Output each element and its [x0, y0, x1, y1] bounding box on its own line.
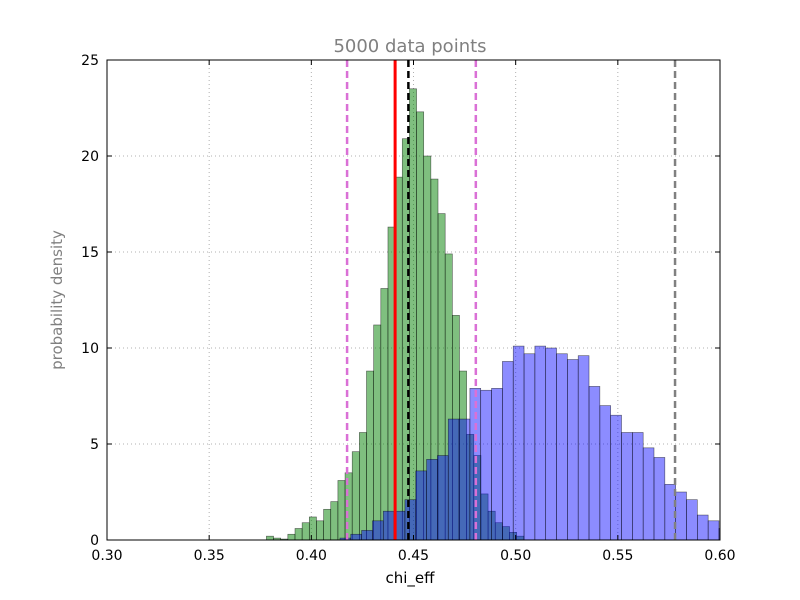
histogram-bar-series-2 — [491, 388, 503, 541]
histogram-bar-series-2 — [437, 455, 449, 541]
histogram-bar-series-2 — [545, 347, 557, 541]
histogram-bar-series-1 — [323, 508, 332, 541]
histogram-bar-series-1 — [330, 501, 339, 541]
histogram-bar-series-2 — [502, 361, 514, 541]
x-tick-label: 0.60 — [704, 548, 735, 564]
histogram-bar-series-2 — [415, 470, 427, 541]
histogram-bar-series-2 — [588, 386, 601, 541]
histogram-bar-series-1 — [266, 535, 274, 541]
x-tick-label: 0.55 — [602, 548, 633, 564]
histogram-bar-series-1 — [359, 432, 367, 541]
histogram-bar-series-2 — [556, 353, 568, 541]
histogram-bar-series-1 — [351, 451, 360, 541]
histogram-bar-series-1 — [380, 288, 389, 541]
x-tick-label: 0.40 — [296, 548, 327, 564]
histogram-bar-series-1 — [301, 522, 310, 541]
histogram-bar-series-2 — [534, 345, 547, 541]
y-tick-label: 25 — [81, 53, 99, 69]
histogram-bar-series-1 — [373, 324, 382, 541]
histogram-bar-series-2 — [512, 345, 525, 541]
y-tick-label: 15 — [81, 245, 99, 261]
histogram-bar-series-1 — [316, 520, 324, 541]
histogram-bar-series-2 — [382, 510, 395, 541]
x-tick-label: 0.50 — [500, 548, 531, 564]
histogram-bar-series-2 — [426, 459, 438, 541]
y-tick-label: 10 — [81, 341, 99, 357]
histogram-bar-series-2 — [707, 520, 720, 541]
axis-ticks: 0.30 0.35 0.40 0.45 0.50 0.55 0.60 0 5 10 15 20 25 — [81, 53, 735, 564]
histogram-bar-series-2 — [642, 447, 655, 541]
histogram-bar-series-2 — [458, 418, 471, 541]
x-tick-label: 0.35 — [194, 548, 225, 564]
chart-title: 5000 data points — [333, 36, 486, 57]
y-axis-label: probability density — [48, 230, 66, 370]
x-tick-label: 0.45 — [398, 548, 429, 564]
histogram-bar-series-2 — [567, 359, 579, 541]
histogram-bar-series-2 — [610, 414, 622, 541]
histogram-bar-series-2 — [350, 533, 362, 541]
histogram-bar-series-2 — [632, 432, 644, 541]
histogram-bar-series-2 — [577, 355, 590, 541]
histogram-bar-series-2 — [675, 491, 687, 541]
histogram-bar-series-2 — [372, 520, 384, 541]
y-tick-label: 0 — [90, 533, 99, 549]
histogram-bar-series-1 — [337, 480, 346, 541]
histogram-bar-series-2 — [686, 499, 698, 541]
histogram-bar-series-2 — [361, 530, 373, 541]
histogram-bar-series-1 — [287, 533, 296, 541]
histogram-bar-series-2 — [653, 457, 666, 541]
reference-lines — [345, 60, 677, 540]
histogram-bar-series-2 — [697, 514, 709, 541]
histogram-bar-series-2 — [523, 353, 536, 541]
histogram-bar-series-2 — [599, 405, 611, 541]
histogram-bar-series-1 — [294, 528, 303, 541]
histogram-bars — [266, 88, 721, 541]
y-tick-label: 5 — [90, 437, 99, 453]
x-tick-label: 0.30 — [91, 548, 122, 564]
y-tick-label: 20 — [81, 149, 99, 165]
histogram-bar-series-2 — [404, 499, 417, 541]
histogram-bar-series-2 — [447, 418, 460, 541]
histogram-bar-series-2 — [621, 432, 633, 541]
x-axis-label: chi_eff — [386, 569, 436, 588]
histogram-bar-series-1 — [366, 370, 374, 541]
histogram-bar-series-2 — [480, 389, 492, 541]
histogram-bar-series-1 — [308, 516, 317, 541]
